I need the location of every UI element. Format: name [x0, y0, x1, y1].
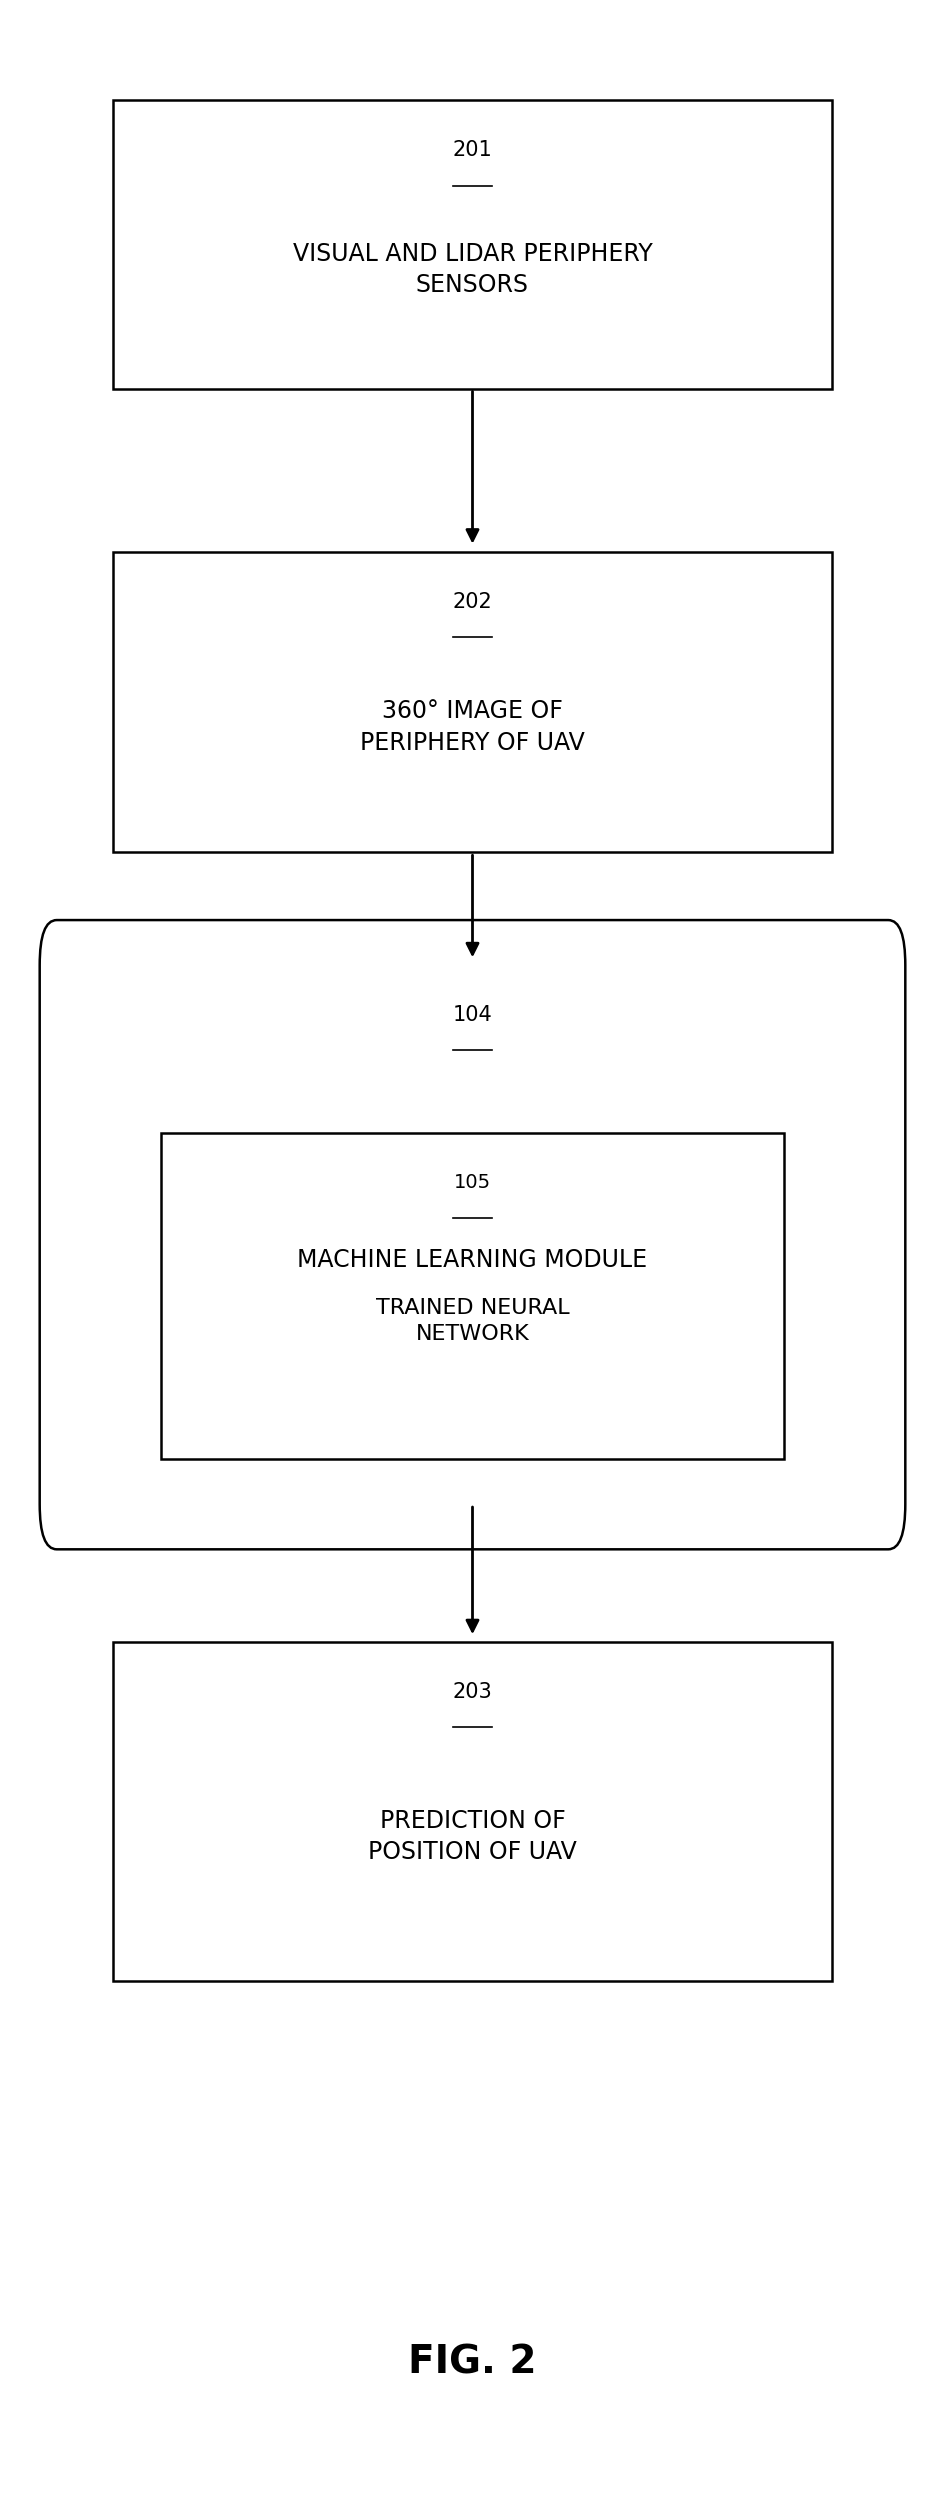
Text: TRAINED NEURAL
NETWORK: TRAINED NEURAL NETWORK: [376, 1299, 568, 1344]
FancyBboxPatch shape: [160, 1133, 784, 1459]
Text: 202: 202: [452, 592, 492, 612]
Text: 201: 201: [452, 140, 492, 160]
Text: FIG. 2: FIG. 2: [408, 2344, 536, 2382]
Text: VISUAL AND LIDAR PERIPHERY
SENSORS: VISUAL AND LIDAR PERIPHERY SENSORS: [293, 241, 651, 298]
FancyBboxPatch shape: [113, 100, 831, 389]
FancyBboxPatch shape: [40, 920, 904, 1549]
Text: 105: 105: [453, 1173, 491, 1193]
Text: 203: 203: [452, 1682, 492, 1702]
FancyBboxPatch shape: [113, 1642, 831, 1981]
Text: MACHINE LEARNING MODULE: MACHINE LEARNING MODULE: [297, 1248, 647, 1271]
FancyBboxPatch shape: [113, 552, 831, 852]
Text: 360° IMAGE OF
PERIPHERY OF UAV: 360° IMAGE OF PERIPHERY OF UAV: [360, 699, 584, 755]
Text: 104: 104: [452, 1005, 492, 1025]
Text: PREDICTION OF
POSITION OF UAV: PREDICTION OF POSITION OF UAV: [368, 1808, 576, 1865]
